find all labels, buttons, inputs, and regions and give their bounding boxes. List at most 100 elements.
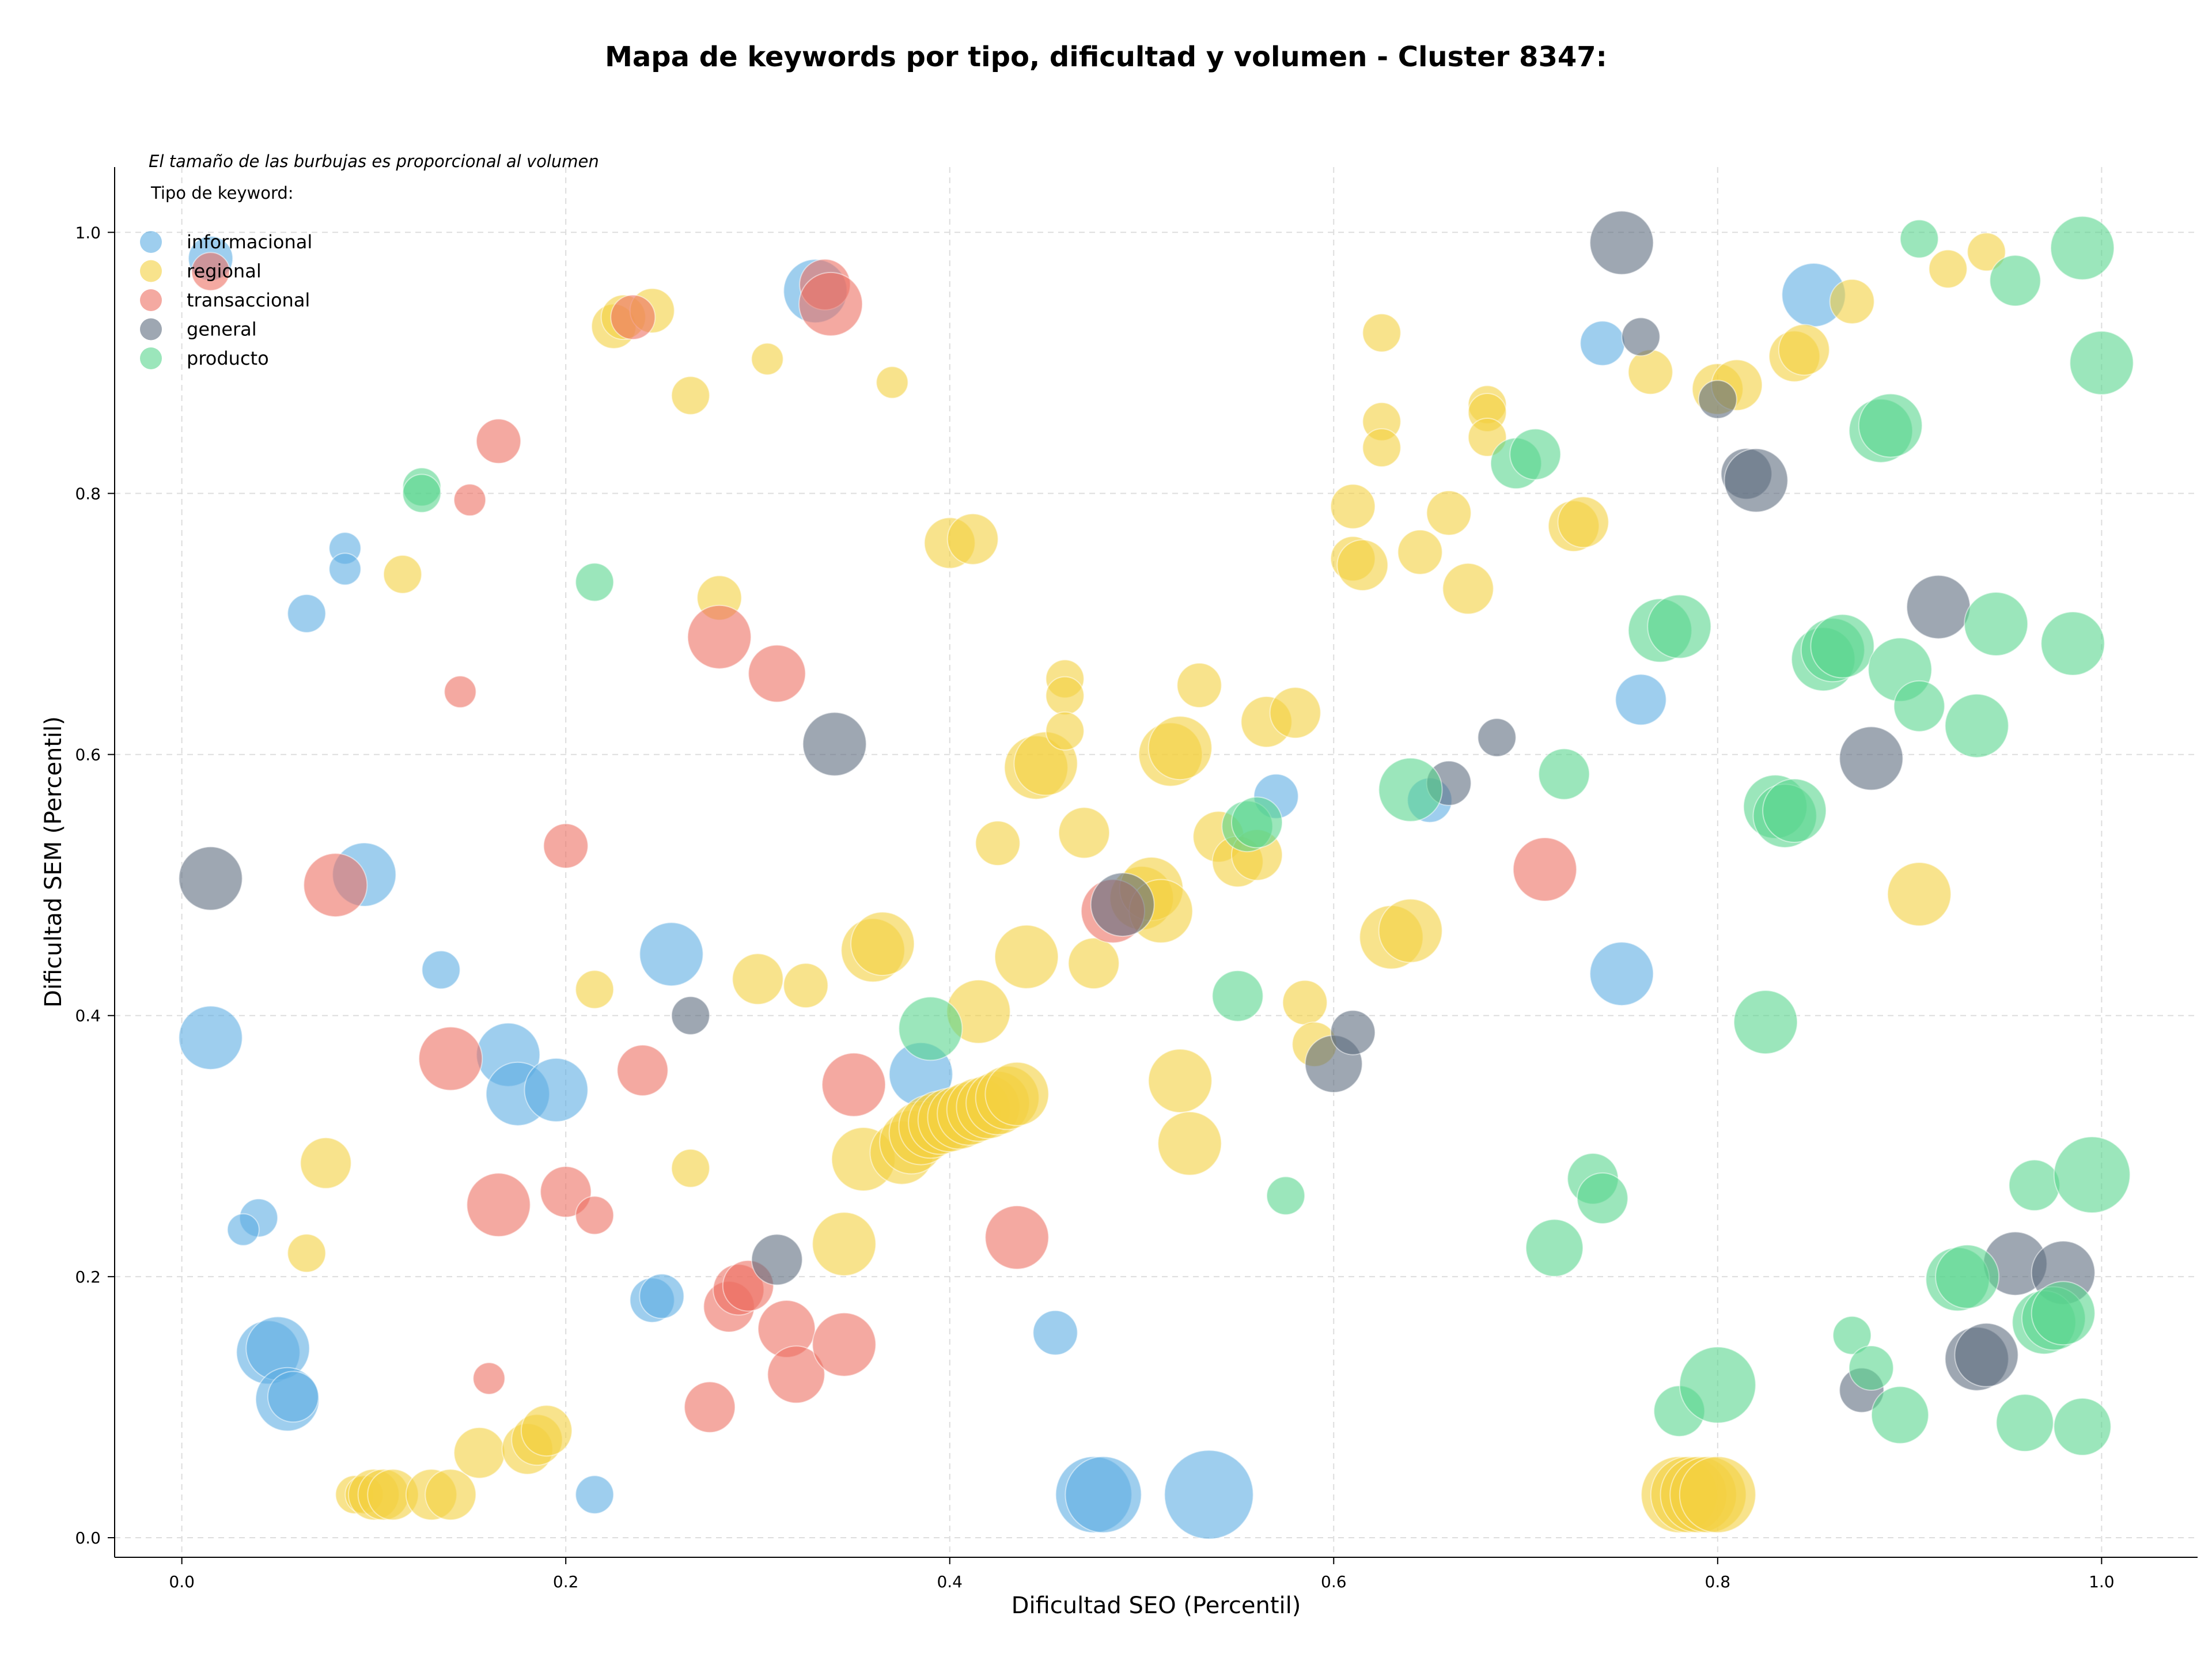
bubble-regional [1829, 278, 1875, 324]
bubble-regional [382, 554, 422, 594]
x-axis-label: Dificultad SEO (Percentil) [1012, 1592, 1301, 1619]
bubble-regional [1045, 676, 1085, 716]
y-tick-label: 0.8 [75, 484, 101, 503]
bubble-transaccional [303, 853, 368, 918]
bubble-regional [1778, 324, 1830, 376]
bubble-regional [975, 820, 1021, 867]
y-tick-label: 0.6 [75, 746, 101, 765]
bubble-informacional [1065, 1456, 1142, 1534]
bubble-regional [300, 1137, 352, 1189]
bubble-transaccional [821, 1052, 887, 1117]
bubble-transaccional [191, 252, 230, 292]
bubble-transaccional [984, 1205, 1050, 1270]
legend-label-informacional: informacional [187, 231, 312, 253]
bubble-producto [2053, 1136, 2131, 1214]
bubble-regional [1679, 1456, 1756, 1534]
bubble-regional [1928, 249, 1968, 289]
bubble-informacional [178, 1005, 243, 1070]
legend-marker-producto [140, 347, 162, 369]
bubble-regional [1330, 483, 1376, 529]
bubble-transaccional [543, 823, 589, 869]
bubble-regional [453, 1427, 506, 1479]
legend: informacional regional transaccional genera… [140, 231, 312, 369]
y-axis-label: Dificultad SEM (Percentil) [40, 716, 67, 1008]
bubble-producto [1266, 1176, 1305, 1216]
y-tick-label: 0.4 [75, 1007, 101, 1026]
bubble-regional [1426, 490, 1472, 536]
legend-marker-transaccional [140, 289, 162, 311]
x-tick-label: 0.4 [937, 1572, 963, 1591]
bubble-producto [1848, 1345, 1894, 1391]
bubble-regional [1269, 687, 1321, 739]
bubble-producto [1378, 757, 1443, 822]
bubble-regional [1282, 979, 1328, 1026]
bubble-general [1090, 872, 1155, 937]
bubble-producto [2040, 611, 2105, 676]
bubble-producto [1832, 1315, 1872, 1355]
bubble-transaccional [684, 1381, 736, 1433]
bubble-transaccional [687, 604, 752, 669]
bubble-regional [984, 1061, 1050, 1126]
y-tick-label: 0.0 [75, 1528, 101, 1548]
bubble-informacional [1615, 674, 1667, 726]
legend-label-general: general [187, 319, 257, 340]
bubble-regional [520, 1405, 573, 1457]
bubble-informacional [226, 1213, 260, 1246]
bubble-regional [1557, 496, 1609, 548]
bubble-producto [1935, 1244, 2000, 1309]
bubble-general [178, 846, 243, 911]
bubble-regional [1067, 937, 1120, 990]
bubble-informacional [1580, 320, 1626, 366]
bubble-producto [1509, 428, 1562, 480]
bubble-regional [1967, 232, 2006, 272]
bubble-transaccional [575, 1195, 615, 1235]
bubble-producto [2050, 215, 2115, 281]
bubble-producto [1733, 990, 1798, 1055]
bubble-producto [1525, 1219, 1584, 1277]
legend-label-transaccional: transaccional [187, 289, 310, 311]
bubble-producto [1538, 748, 1590, 800]
bubble-producto [402, 474, 442, 513]
bubble-general [1477, 718, 1517, 758]
bubble-regional [783, 963, 829, 1009]
bubble-general [671, 996, 710, 1035]
x-ticks: 0.0 0.2 0.4 0.6 0.8 1.0 [169, 1557, 2115, 1591]
bubble-regional [1176, 663, 1222, 708]
bubble-regional [812, 1212, 877, 1277]
bubble-informacional [1032, 1310, 1078, 1356]
bubble-transaccional [476, 418, 521, 464]
bubble-producto [1810, 614, 1875, 679]
bubble-transaccional [466, 1172, 531, 1238]
bubble-general [1724, 448, 1789, 513]
bubble-regional [287, 1234, 327, 1273]
bubble-transaccional [767, 1345, 825, 1404]
bubble-producto [1995, 1394, 2054, 1452]
bubble-regional [1627, 349, 1673, 395]
bubble-transaccional [610, 294, 656, 340]
bubble-transaccional [453, 483, 487, 517]
bubble-regional [1058, 807, 1110, 859]
bubble-producto [1858, 393, 1923, 458]
legend-label-producto: producto [187, 347, 269, 369]
bubble-producto [1679, 1346, 1756, 1424]
bubble-producto [1647, 594, 1712, 659]
bubble-general [751, 1234, 803, 1286]
bubble-regional [425, 1469, 477, 1521]
bubble-informacional [575, 1475, 615, 1515]
bubble-regional [1336, 539, 1389, 591]
bubble-regional [1442, 562, 1494, 615]
bubble-regional [1362, 428, 1402, 468]
bubble-producto [1870, 1386, 1929, 1444]
bubble-general [1621, 317, 1661, 357]
bubble-informacional [421, 950, 461, 990]
bubble-producto [1944, 693, 2009, 758]
bubble-producto [1893, 680, 1945, 732]
bubble-regional [732, 953, 784, 1005]
bubble-producto [2069, 330, 2134, 395]
bubble-transaccional [1512, 837, 1577, 902]
bubble-regional [575, 970, 615, 1009]
bubble-regional [946, 513, 999, 565]
bubble-informacional [267, 1371, 319, 1423]
bubble-general [802, 712, 867, 777]
